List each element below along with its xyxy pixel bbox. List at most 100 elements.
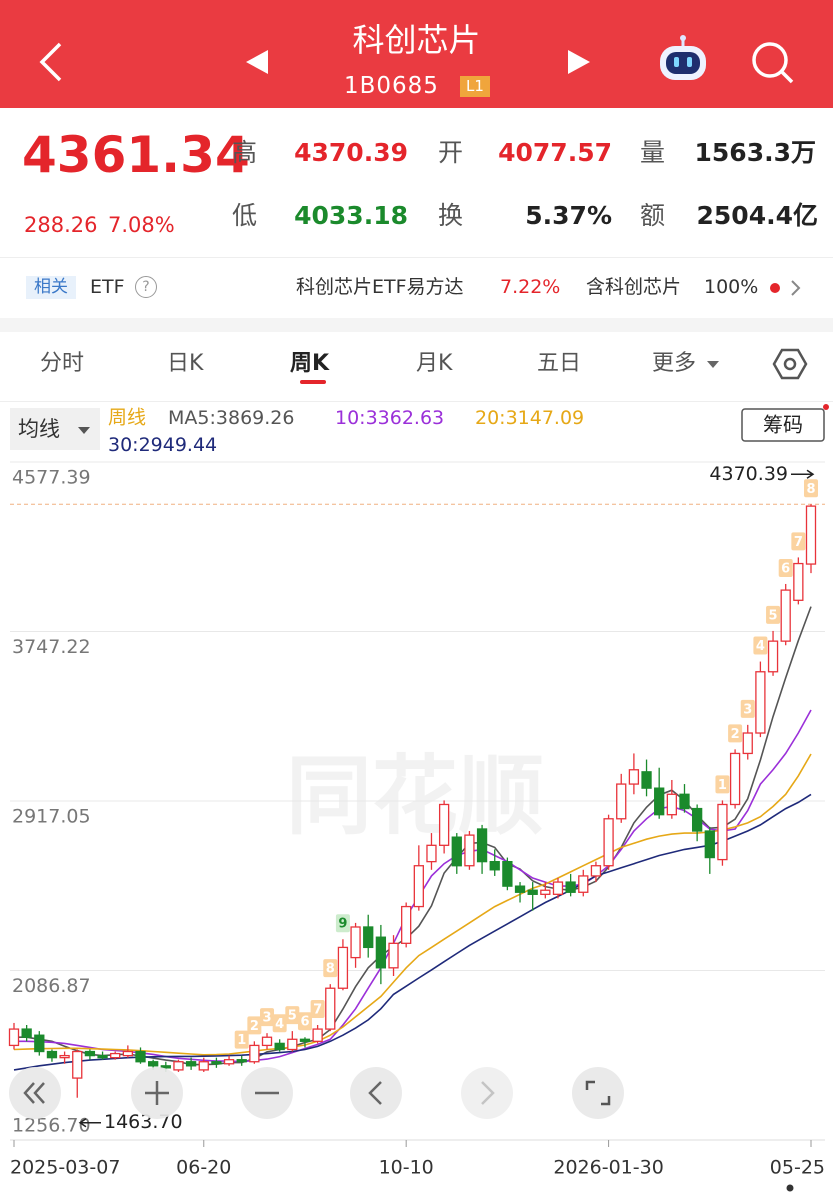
tab[interactable]: 更多 xyxy=(652,351,697,376)
candle-body xyxy=(464,834,475,867)
candle-body xyxy=(413,865,424,908)
period-label: 周线 xyxy=(108,407,146,429)
candle-body xyxy=(679,793,690,810)
candle-body xyxy=(502,860,513,887)
candle-body xyxy=(666,793,677,816)
chart-controls xyxy=(9,1067,624,1119)
y-tick-label: 2086.87 xyxy=(12,975,91,997)
count-label: 4 xyxy=(756,639,765,654)
candle-body xyxy=(742,732,753,755)
legend-name: MA5: xyxy=(168,407,216,429)
header-bar: 科创芯片 1B0685 L1 xyxy=(0,0,833,108)
tab[interactable]: 分时 xyxy=(40,351,85,376)
candle-body xyxy=(603,818,614,867)
stat-label: 低 xyxy=(232,201,258,230)
legend-name: 10: xyxy=(335,407,366,429)
count-label: 4 xyxy=(275,1017,284,1032)
stat-label: 额 xyxy=(640,201,666,230)
fullscreen-button[interactable] xyxy=(572,1067,624,1119)
y-tick-label: 3747.22 xyxy=(12,636,91,658)
candle-body xyxy=(552,881,564,895)
settings-button[interactable] xyxy=(772,348,808,380)
candle-body xyxy=(590,865,602,877)
candle-body xyxy=(388,942,399,969)
y-tick-label: 1256.70 xyxy=(12,1115,91,1137)
count-label: 1 xyxy=(237,1033,246,1048)
candle-body xyxy=(325,987,336,1030)
prev-bar-button[interactable] xyxy=(350,1067,402,1119)
stat-label: 开 xyxy=(438,138,464,167)
candle-body xyxy=(375,936,387,969)
prev-button[interactable] xyxy=(246,50,268,74)
count-badge xyxy=(766,605,781,624)
candle-body xyxy=(514,885,526,893)
tab[interactable]: 日K xyxy=(167,351,204,376)
scroll-left-button[interactable] xyxy=(9,1067,61,1119)
tab[interactable]: 五日 xyxy=(537,351,582,376)
chevron[interactable] xyxy=(791,280,801,296)
count-badge xyxy=(753,636,768,655)
legend-name: 30: xyxy=(108,434,139,456)
count-badge xyxy=(297,1012,312,1031)
candle-body xyxy=(350,926,361,959)
ma-line xyxy=(13,793,812,1071)
code: 1B0685 xyxy=(344,73,439,99)
candle-body xyxy=(540,889,551,895)
count-label: 6 xyxy=(300,1015,309,1030)
divider xyxy=(0,401,833,402)
count-label: 2 xyxy=(250,1019,259,1034)
candle-body xyxy=(97,1054,108,1059)
tab-active[interactable]: 周K xyxy=(290,351,330,376)
back-button[interactable] xyxy=(39,42,62,82)
candle-body xyxy=(236,1059,247,1063)
x-tick-label: 05-25 xyxy=(770,1157,825,1179)
candle-body xyxy=(72,1050,83,1079)
etf-label: ETF xyxy=(90,276,125,298)
candle-body xyxy=(527,889,538,895)
candle-body xyxy=(185,1061,197,1067)
legend-entry: MA5:3869.26 xyxy=(168,407,294,429)
title: 科创芯片 xyxy=(352,21,481,59)
next-bar-button[interactable] xyxy=(461,1067,513,1119)
count-label: 2 xyxy=(731,727,740,742)
candle-body xyxy=(135,1050,146,1063)
candle-body xyxy=(312,1028,323,1042)
candle-body xyxy=(755,671,766,734)
holding-value: 100% xyxy=(704,276,759,298)
next-button[interactable] xyxy=(568,50,590,74)
more-caret xyxy=(707,361,719,368)
candle-body xyxy=(654,787,665,816)
legend-entry: 20:3147.09 xyxy=(475,407,584,429)
fund-name[interactable]: 科创芯片ETF易方达 xyxy=(296,276,464,298)
count-badge xyxy=(335,914,350,933)
count-label: 3 xyxy=(743,702,752,717)
help-icon[interactable]: ? xyxy=(135,276,157,298)
zoom-out-button[interactable] xyxy=(241,1067,293,1119)
count-badge xyxy=(791,532,806,551)
assistant-button[interactable] xyxy=(660,35,706,80)
zoom-in-button[interactable] xyxy=(131,1067,183,1119)
tab-underline xyxy=(300,380,326,384)
count-label: 5 xyxy=(288,1009,297,1024)
x-tick-label: 06-20 xyxy=(176,1157,231,1179)
search-button[interactable] xyxy=(752,42,794,84)
x-tick-label: 2025-03-07 xyxy=(10,1157,120,1179)
stat-label: 量 xyxy=(640,138,666,167)
chips-button[interactable] xyxy=(741,408,825,442)
legend-value: 2949.44 xyxy=(139,434,218,456)
stat-value: 1563.3万 xyxy=(694,138,816,167)
count-badge xyxy=(272,1014,287,1033)
candle-body xyxy=(401,905,412,944)
count-badge xyxy=(323,959,338,978)
candle-body xyxy=(8,1028,20,1047)
count-label: 1 xyxy=(718,778,727,793)
change: 288.26 xyxy=(24,213,98,237)
candle-body xyxy=(160,1065,171,1069)
candle-body xyxy=(438,803,450,846)
count-badge xyxy=(310,999,325,1018)
stat-label: 换 xyxy=(438,201,464,230)
legend-value: 3147.09 xyxy=(506,407,585,429)
tab[interactable]: 月K xyxy=(416,351,453,376)
